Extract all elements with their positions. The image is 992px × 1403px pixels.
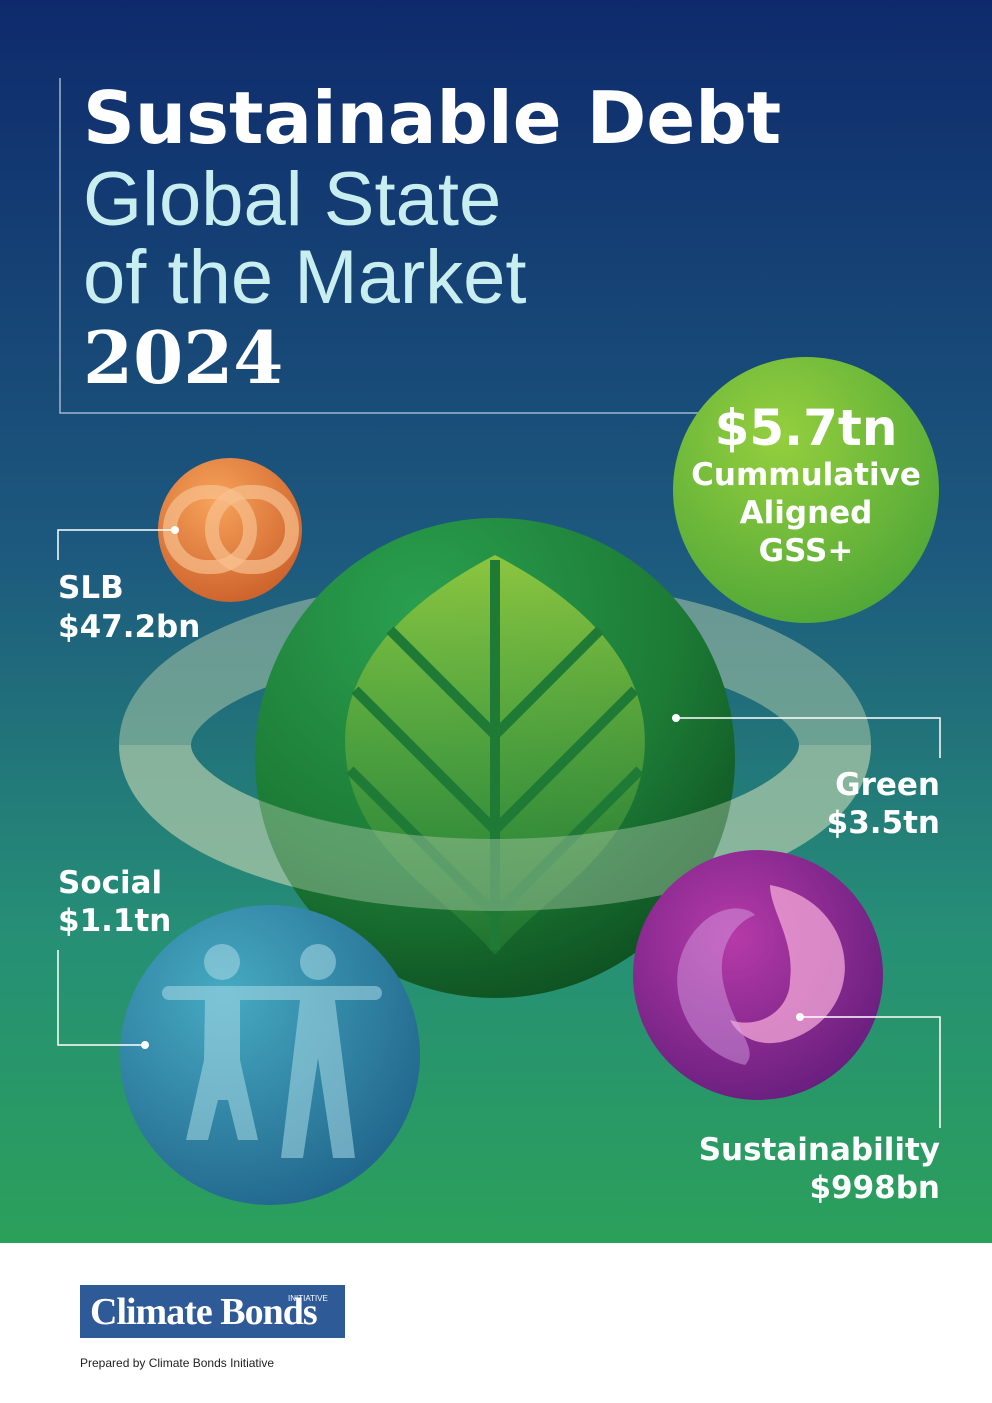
- connector-dot: [171, 526, 179, 534]
- sustainability-planet: [633, 850, 883, 1100]
- leaf-veins: [346, 560, 644, 950]
- connector: [800, 1016, 941, 1128]
- connector-dot: [672, 714, 680, 722]
- total-value: $5.7tn: [715, 399, 898, 457]
- segment-value: $1.1tn: [58, 903, 171, 939]
- year: 2024: [83, 315, 283, 400]
- ring-front: [119, 743, 871, 911]
- total-label: GSS+: [759, 533, 854, 569]
- total-circle: [673, 357, 939, 623]
- logo: [80, 1285, 345, 1338]
- connector: [57, 529, 175, 560]
- segment-name: Green: [835, 767, 940, 803]
- logo-text: Climate Bonds: [90, 1291, 317, 1333]
- total-label: Cummulative: [691, 457, 921, 493]
- segment-name: SLB: [58, 570, 124, 606]
- segment-value: $47.2bn: [58, 609, 200, 645]
- logo-subtext: INITIATIVE: [288, 1294, 328, 1303]
- segment-name: Social: [58, 865, 162, 901]
- connector-dot: [796, 1013, 804, 1021]
- total-label: Aligned: [740, 495, 873, 531]
- segment-name: Sustainability: [699, 1132, 940, 1168]
- connector-dot: [141, 1041, 149, 1049]
- social-planet: [120, 905, 420, 1205]
- credit: Prepared by Climate Bonds Initiative: [80, 1356, 274, 1370]
- title-bracket: [59, 78, 700, 414]
- social-icon: [162, 944, 382, 1158]
- segment-value: $998bn: [809, 1170, 940, 1206]
- title: Sustainable Debt: [83, 76, 781, 160]
- slb-planet: [158, 458, 302, 602]
- connector: [57, 950, 145, 1046]
- subtitle: of the Market: [83, 235, 527, 320]
- sustainability-icon: [730, 885, 845, 1044]
- sustainability-icon: [677, 908, 755, 1065]
- segment-value: $3.5tn: [827, 805, 940, 841]
- connector: [676, 717, 941, 758]
- subtitle: Global State: [83, 157, 501, 242]
